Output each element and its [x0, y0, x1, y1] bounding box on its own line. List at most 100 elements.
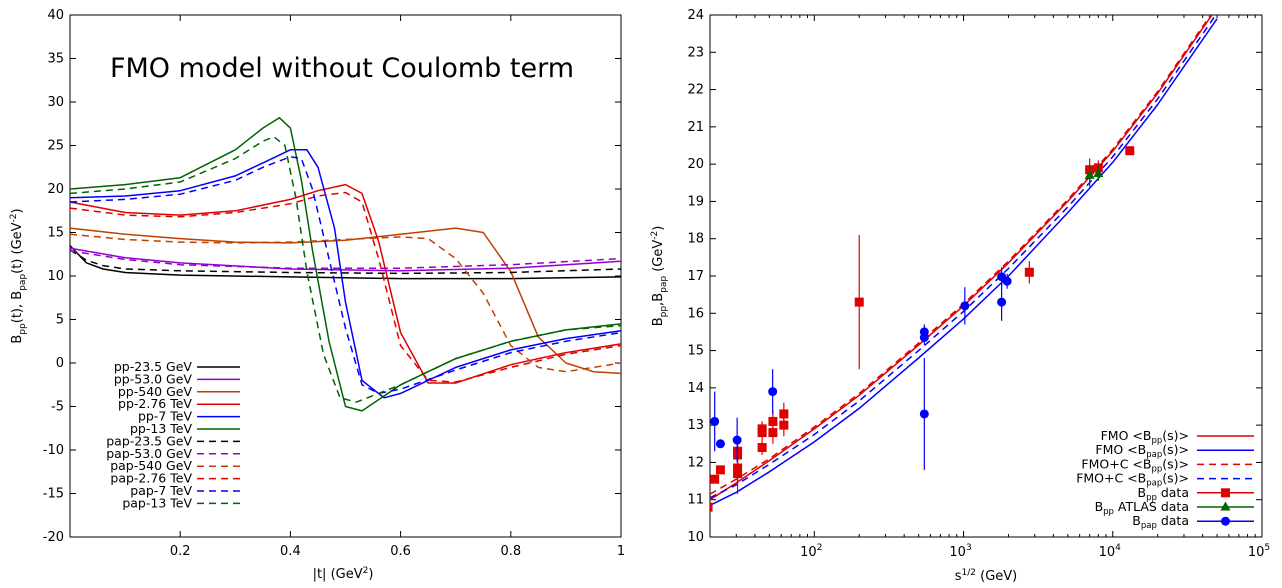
series-line: [69, 183, 622, 384]
series-line: [69, 249, 622, 275]
data-point: [710, 502, 713, 512]
y-tick-label: 35: [47, 52, 64, 67]
legend-marker: [1221, 516, 1230, 526]
x-tick-label: 0.8: [500, 544, 521, 559]
y-tick-label: 23: [687, 45, 704, 60]
y-tick-label: 19: [687, 194, 704, 209]
legend-label: pap-2.76 TeV: [110, 471, 192, 486]
series-line: [69, 156, 622, 395]
data-point: [768, 387, 778, 397]
legend-label: FMO+C <Bpp(s)>: [1081, 456, 1189, 474]
data-point: [1125, 146, 1135, 156]
data-point: [960, 301, 970, 311]
data-point: [757, 443, 767, 453]
y-tick-label: 25: [47, 139, 64, 154]
data-point: [710, 416, 720, 426]
legend-label: pp-13 TeV: [130, 421, 192, 436]
data-point: [733, 463, 743, 473]
series-line: [69, 191, 622, 383]
y-tick-label: 0: [56, 356, 64, 371]
chart-title: FMO model without Coulomb term: [110, 53, 574, 84]
series-line: [69, 116, 622, 412]
legend-label: FMO <Bpap(s)>: [1095, 442, 1189, 460]
y-tick-label: 20: [47, 182, 64, 197]
legend-label: pap-7 TeV: [130, 483, 192, 498]
y-tick-label: -5: [51, 400, 64, 415]
data-point: [1002, 276, 1012, 286]
x-tick-label: 105: [1248, 543, 1270, 560]
legend-label: FMO+C <Bpap(s)>: [1076, 471, 1189, 489]
legend-label: pp-7 TeV: [138, 409, 193, 424]
legend-label: pap-540 GeV: [110, 458, 192, 473]
series-line: [69, 245, 622, 280]
y-tick-label: 13: [687, 418, 704, 433]
y-tick-label: 16: [687, 306, 704, 321]
legend-label: Bpp data: [1137, 485, 1189, 503]
data-point: [779, 409, 789, 419]
series-line: [710, 15, 1213, 501]
legend-label: pap-53.0 GeV: [106, 446, 192, 461]
legend-label: pp-53.0 GeV: [114, 371, 193, 386]
y-tick-label: -15: [43, 487, 64, 502]
y-tick-label: 12: [687, 455, 704, 470]
curves-group: [710, 15, 1218, 512]
x-axis-label: |t| (GeV2): [313, 566, 374, 582]
data-point: [919, 333, 929, 343]
y-axis-label: Bpp,Bpap (GeV-2): [650, 226, 669, 327]
data-point: [1093, 167, 1104, 177]
data-point: [919, 409, 929, 419]
legend-label: pap-13 TeV: [122, 495, 192, 510]
legend-label: FMO <Bpp(s)>: [1101, 428, 1189, 446]
y-tick-label: 14: [687, 381, 704, 396]
y-tick-label: -20: [43, 530, 64, 545]
y-tick-label: 40: [47, 8, 64, 23]
x-tick-label: 102: [800, 543, 822, 560]
data-point: [710, 474, 720, 484]
y-tick-label: 10: [47, 269, 64, 284]
series-line: [710, 18, 1218, 506]
data-point: [854, 297, 864, 307]
series-line: [69, 149, 622, 399]
y-tick-label: 17: [687, 269, 704, 284]
legend-label: Bpp ATLAS data: [1095, 499, 1189, 517]
y-tick-label: 5: [56, 313, 64, 328]
left-chart: -20 -15 -10 -5 0 5 10 15 20 25 30 35 40 0.2 0.4 0.6 0.8 1…: [9, 8, 625, 582]
legend-label: pp-23.5 GeV: [114, 359, 193, 374]
series-line: [69, 247, 622, 272]
x-tick-label: 0.2: [170, 544, 191, 559]
x-tick-label: 0.6: [390, 544, 411, 559]
series-line: [69, 250, 622, 269]
x-tick-label: 104: [1099, 543, 1122, 560]
data-point: [1084, 169, 1095, 179]
legend-label: pp-2.76 TeV: [118, 396, 192, 411]
legend-marker: [1221, 488, 1230, 498]
legend-label: pap-23.5 GeV: [106, 433, 192, 448]
data-point: [768, 416, 778, 426]
data-point: [715, 465, 725, 475]
y-tick-label: 20: [687, 157, 704, 172]
legend-marker: [1220, 501, 1231, 511]
series-line: [710, 15, 1212, 495]
y-tick-label: 21: [687, 120, 704, 135]
y-tick-label: 30: [47, 95, 64, 110]
y-tick-label: 24: [687, 8, 704, 23]
series-line: [69, 227, 622, 375]
series-line: [710, 15, 1217, 499]
x-tick-label: 0.4: [280, 544, 301, 559]
legend-label: pp-540 GeV: [118, 384, 193, 399]
data-point: [732, 435, 742, 445]
y-tick-label: 11: [687, 493, 704, 508]
y-tick-label: 18: [687, 232, 704, 247]
x-axis-label: s1/2 (GeV): [955, 568, 1018, 584]
y-tick-label: 10: [687, 530, 704, 545]
y-tick-label: -10: [43, 443, 64, 458]
x-tick-label: 1: [617, 544, 625, 559]
data-point: [997, 297, 1007, 307]
data-point: [1024, 267, 1034, 277]
y-tick-label: 22: [687, 83, 704, 98]
legend-label: Bpap data: [1132, 513, 1189, 531]
x-tick-label: 103: [949, 543, 971, 560]
y-tick-label: 15: [47, 226, 64, 241]
data-point: [715, 439, 725, 449]
